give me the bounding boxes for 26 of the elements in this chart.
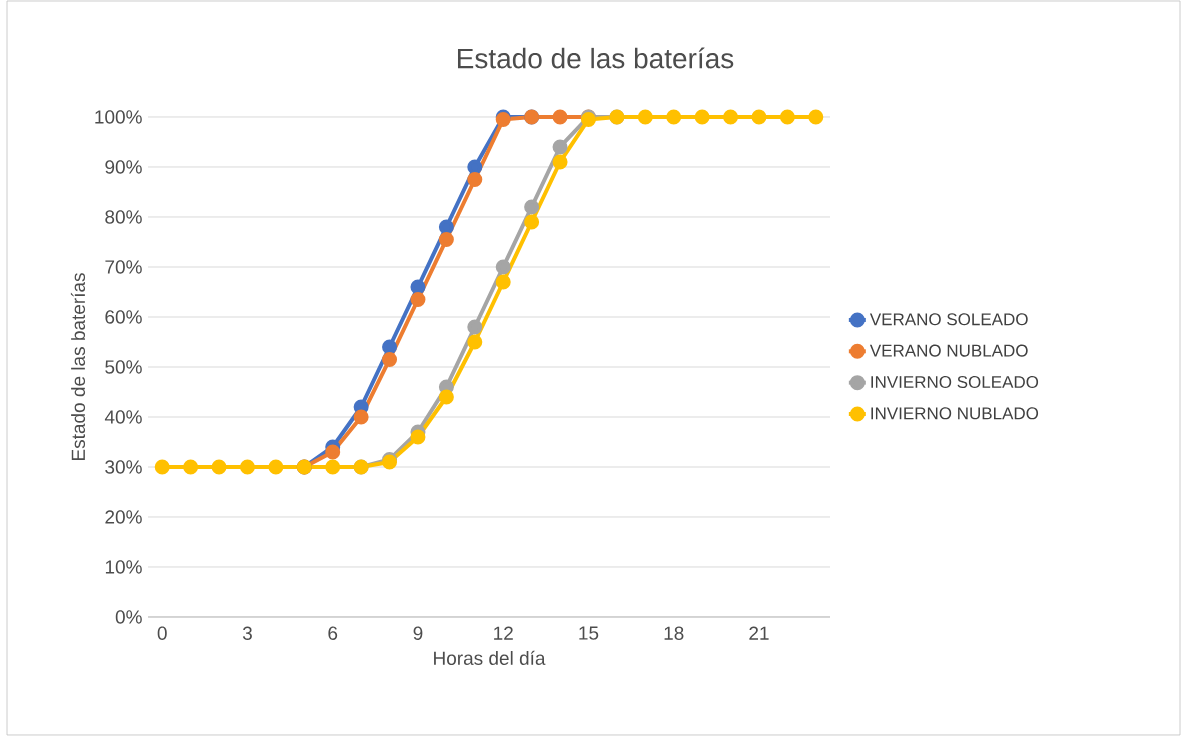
x-tick-label: 0 xyxy=(157,626,167,640)
legend-label: VERANO SOLEADO xyxy=(869,313,1028,326)
x-tick-label: 6 xyxy=(328,626,338,640)
legend-label: VERANO NUBLADO xyxy=(869,344,1028,357)
chart-title: Estado de las baterías xyxy=(457,47,734,69)
y-tick-label: 70% xyxy=(105,260,142,274)
x-tick-label: 18 xyxy=(664,626,684,640)
x-tick-label: 3 xyxy=(242,626,252,640)
y-tick-label: 0% xyxy=(115,610,142,624)
legend-label: INVIERNO NUBLADO xyxy=(871,407,1039,420)
y-tick-label: 30% xyxy=(105,460,142,474)
legend-label: INVIERNO SOLEADO xyxy=(871,375,1039,389)
y-tick-label: 50% xyxy=(105,360,142,374)
x-tick-label: 15 xyxy=(579,626,599,640)
y-tick-label: 20% xyxy=(105,510,142,524)
x-tick-label: 9 xyxy=(413,626,423,640)
x-tick-label: 12 xyxy=(494,626,513,640)
y-axis-title: Estado de las baterías xyxy=(70,273,86,460)
x-axis-title: Horas del día xyxy=(434,650,546,665)
x-tick-label: 21 xyxy=(749,626,769,640)
y-tick-label: 40% xyxy=(104,410,142,424)
y-tick-label: 90% xyxy=(105,160,142,174)
y-tick-label: 60% xyxy=(105,310,142,324)
y-tick-label: 80% xyxy=(105,210,142,224)
y-tick-label: 10% xyxy=(105,560,142,574)
y-tick-label: 100% xyxy=(95,110,142,124)
